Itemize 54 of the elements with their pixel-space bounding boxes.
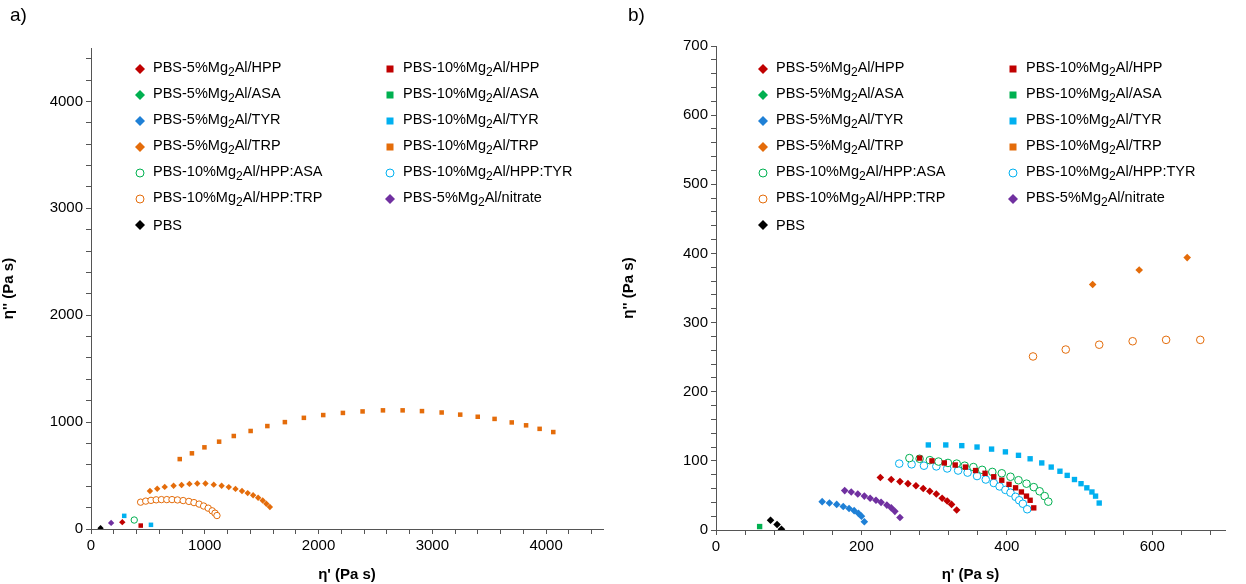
x-tick-label: 0 [86, 536, 96, 554]
x-tick-label: 4000 [529, 536, 563, 554]
legend-label: PBS-5%Mg$_{2}$Al/ASA [153, 84, 281, 105]
legend-label: PBS-10%Mg$_{2}$Al/HPP [1026, 58, 1163, 79]
legend-label: PBS-5%Mg$_{2}$Al/HPP [153, 58, 282, 79]
x-axis-title: η' (Pa s) [318, 565, 376, 583]
legend-label: PBS [153, 216, 183, 233]
legend-label: PBS-10%Mg$_{2}$Al/HPP:ASA [776, 162, 946, 183]
legend-label: PBS-10%Mg$_{2}$Al/ASA [1026, 84, 1162, 105]
y-tick-label: 700 [682, 36, 708, 54]
chart-title: b) [628, 4, 645, 26]
y-tick-label: 100 [682, 451, 708, 468]
legend-label: PBS-5%Mg$_{2}$Al/TYR [153, 110, 281, 131]
y-tick-label: 300 [682, 312, 708, 330]
legend-label: PBS-10%Mg$_{2}$Al/TRP [403, 136, 539, 157]
legend-label: PBS-10%Mg$_{2}$Al/HPP:ASA [153, 162, 323, 183]
x-tick-label: 2000 [301, 536, 336, 554]
y-tick-label: 600 [682, 105, 708, 123]
x-tick-label: 200 [848, 537, 874, 555]
y-axis-title: η'' (Pa s) [619, 257, 637, 319]
y-tick-label: 500 [682, 174, 708, 192]
x-tick-label: 600 [1139, 537, 1165, 555]
legend-label: PBS-10%Mg$_{2}$Al/HPP:TRP [776, 188, 946, 209]
x-tick-label: 400 [994, 537, 1020, 555]
legend-label: PBS-5%Mg$_{2}$Al/ASA [776, 84, 904, 105]
x-tick-label: 3000 [415, 536, 450, 554]
y-tick-label: 200 [682, 381, 708, 399]
legend-label: PBS-10%Mg$_{2}$Al/HPP:TYR [1026, 162, 1196, 183]
legend-label: PBS-5%Mg$_{2}$Al/nitrate [1026, 188, 1165, 209]
legend-label: PBS-5%Mg$_{2}$Al/TRP [153, 136, 281, 157]
y-tick-label: 0 [74, 519, 83, 537]
legend-label: PBS-10%Mg$_{2}$Al/TYR [403, 110, 539, 131]
y-tick-label: 400 [682, 243, 708, 261]
legend-label: PBS-5%Mg$_{2}$Al/HPP [776, 58, 905, 79]
legend-label: PBS-5%Mg$_{2}$Al/TYR [776, 110, 904, 131]
legend-label: PBS-10%Mg$_{2}$Al/HPP:TYR [403, 162, 573, 183]
legend-label: PBS-10%Mg$_{2}$Al/TRP [1026, 136, 1162, 157]
legend-label: PBS-5%Mg$_{2}$Al/TRP [776, 136, 904, 157]
y-axis-title: η'' (Pa s) [0, 257, 17, 320]
chart-title: a) [10, 4, 27, 26]
legend-label: PBS-10%Mg$_{2}$Al/TYR [1026, 110, 1162, 131]
y-tick-label: 2000 [49, 305, 83, 323]
y-tick-label: 0 [699, 520, 708, 538]
legend-label: PBS [776, 216, 806, 233]
y-tick-label: 3000 [49, 198, 83, 216]
y-tick-label: 1000 [49, 412, 83, 430]
y-tick-label: 4000 [49, 91, 83, 109]
legend-label: PBS-10%Mg$_{2}$Al/HPP:TRP [153, 188, 323, 209]
legend-label: PBS-10%Mg$_{2}$Al/HPP [403, 58, 540, 79]
legend-label: PBS-10%Mg$_{2}$Al/ASA [403, 84, 539, 105]
legend-label: PBS-5%Mg$_{2}$Al/nitrate [403, 188, 542, 209]
x-axis-title: η' (Pa s) [941, 565, 1000, 583]
x-tick-label: 0 [711, 537, 721, 555]
x-tick-label: 1000 [188, 536, 222, 554]
